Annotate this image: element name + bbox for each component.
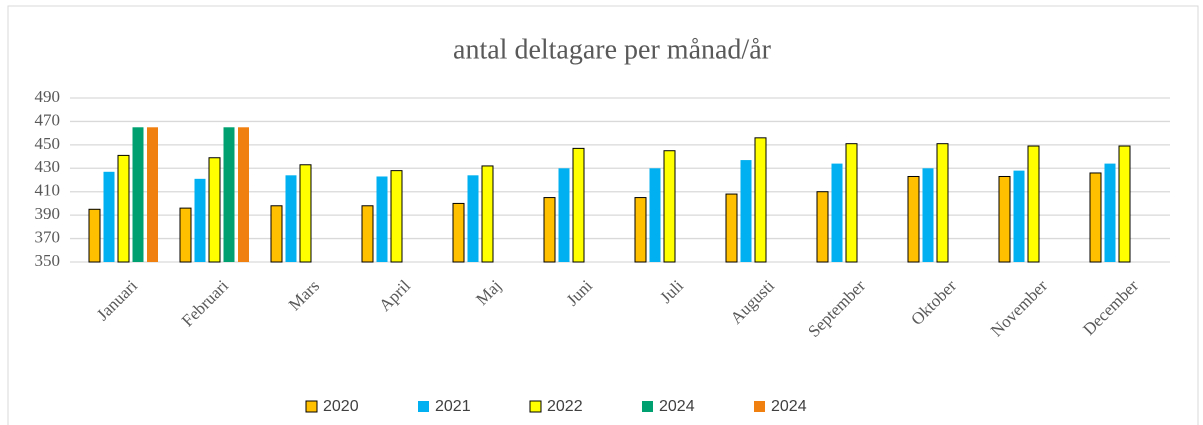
bar	[740, 160, 752, 262]
bar	[907, 175, 920, 263]
chart-border	[7, 5, 1199, 425]
legend-label: 2020	[323, 398, 359, 415]
y-tick-label: 410	[35, 181, 61, 200]
y-tick-label: 390	[35, 204, 61, 223]
legend-swatch	[305, 400, 318, 413]
bar	[179, 207, 192, 263]
bar	[998, 175, 1011, 263]
bar	[1118, 145, 1131, 263]
y-tick-label: 370	[35, 227, 61, 246]
bar	[270, 205, 283, 263]
bar	[88, 208, 101, 263]
x-tick-label: Juli	[656, 276, 687, 307]
bar	[467, 175, 479, 262]
bar	[117, 154, 130, 263]
bar	[543, 197, 556, 263]
bar	[208, 157, 221, 263]
bar	[845, 143, 858, 263]
bar	[649, 168, 661, 262]
y-tick-label: 470	[35, 110, 61, 129]
legend-label: 2021	[435, 398, 471, 415]
bar	[1013, 170, 1025, 262]
bar	[572, 147, 585, 263]
bar	[452, 202, 465, 263]
bar	[1027, 145, 1040, 263]
legend-label: 2024	[659, 398, 695, 415]
y-tick-label: 450	[35, 134, 61, 153]
x-tick-label: November	[987, 276, 1051, 340]
legend-swatch	[418, 401, 429, 412]
bar	[634, 197, 647, 263]
bar	[223, 127, 235, 263]
bar	[299, 164, 312, 263]
bar	[390, 170, 403, 263]
bar	[361, 205, 374, 263]
x-tick-label: Oktober	[907, 276, 960, 329]
bar	[238, 127, 249, 263]
bar	[831, 163, 843, 262]
legend-label: 2022	[547, 398, 583, 415]
legend-swatch	[642, 401, 653, 412]
bar	[194, 178, 206, 262]
x-tick-label: Februari	[178, 276, 232, 330]
legend-swatch	[529, 400, 542, 413]
bar	[481, 165, 494, 263]
y-tick-label: 350	[35, 251, 61, 270]
bar	[376, 176, 388, 262]
bar	[663, 150, 676, 263]
bar	[103, 171, 115, 262]
x-tick-label: Mars	[285, 276, 323, 314]
legend-swatch	[754, 401, 765, 412]
bar	[1104, 163, 1116, 262]
bar	[285, 175, 297, 262]
bar	[922, 168, 934, 262]
x-tick-label: Augusti	[727, 276, 779, 328]
bar	[816, 191, 829, 263]
bar	[1089, 172, 1102, 263]
x-tick-label: April	[375, 276, 414, 315]
y-tick-label: 490	[35, 87, 61, 106]
bar	[132, 127, 144, 263]
x-tick-label: Juni	[563, 276, 597, 310]
bar	[754, 137, 767, 263]
x-tick-label: Januari	[93, 276, 141, 324]
bar	[558, 168, 570, 262]
legend-label: 2024	[771, 398, 807, 415]
bar	[147, 127, 158, 263]
y-tick-label: 430	[35, 157, 61, 176]
x-tick-label: Maj	[472, 276, 505, 309]
chart-title: antal deltagare per månad/år	[453, 34, 772, 65]
bar	[936, 143, 949, 263]
bar	[725, 193, 738, 263]
x-tick-label: September	[804, 276, 869, 341]
x-tick-label: December	[1079, 276, 1142, 339]
